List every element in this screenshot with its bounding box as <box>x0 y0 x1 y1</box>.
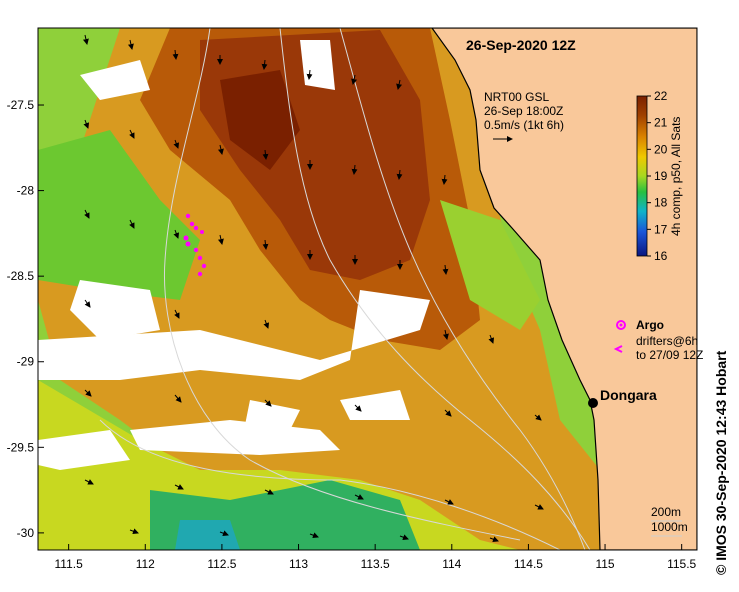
credit-text: © IMOS 30-Sep-2020 12:43 Hobart <box>713 350 729 575</box>
isobath-200m-label: 200m <box>651 505 681 519</box>
colorbar-tick-label: 22 <box>654 89 668 103</box>
colorbar <box>636 95 648 257</box>
land-coast <box>431 28 697 550</box>
argo-label: Argo <box>636 318 664 332</box>
colorbar-tick-label: 17 <box>654 222 668 236</box>
argo-drifter-track <box>183 213 207 277</box>
isobath-1000m-label: 1000m <box>651 520 688 534</box>
drifters-label-1: drifters@6h <box>636 334 698 348</box>
colorbar-tick-label: 19 <box>654 169 668 183</box>
dongara-marker <box>588 398 598 408</box>
y-tick-label: -30 <box>17 526 35 540</box>
x-tick-label: 111.5 <box>55 557 84 571</box>
x-tick-label: 115 <box>595 557 614 571</box>
colorbar-label: 4h comp, p50, All Sats <box>669 117 683 236</box>
current-vectors <box>82 34 544 543</box>
x-axis: 111.5 112 112.5 113 113.5 114 114.5 115 115.5 <box>55 544 697 571</box>
drifter-marker-icon <box>613 345 623 353</box>
colorbar-tick-label: 20 <box>654 142 668 156</box>
plot-frame <box>37 27 698 551</box>
argo-marker-dot <box>619 323 623 327</box>
sst-field <box>38 28 697 550</box>
x-tick-label: 113 <box>289 557 308 571</box>
colorbar-tick-label: 18 <box>654 196 668 210</box>
colorbar-ticks: 22 21 20 19 18 17 16 <box>647 89 668 263</box>
colorbar-tick-label: 21 <box>654 116 668 130</box>
currents-scale: 0.5m/s (1kt 6h) <box>484 118 564 132</box>
y-tick-label: -29.5 <box>7 440 35 454</box>
x-tick-label: 112 <box>136 557 155 571</box>
x-tick-label: 114 <box>442 557 461 571</box>
x-tick-label: 115.5 <box>667 557 696 571</box>
currents-time: 26-Sep 18:00Z <box>484 104 563 118</box>
y-tick-label: -28.5 <box>7 269 35 283</box>
colorbar-tick-label: 16 <box>654 249 668 263</box>
argo-marker-icon <box>616 320 626 330</box>
drifters-label-2: to 27/09 12Z <box>636 348 703 362</box>
y-tick-label: -28 <box>17 184 35 198</box>
x-tick-label: 114.5 <box>514 557 543 571</box>
x-tick-label: 113.5 <box>361 557 390 571</box>
x-tick-label: 112.5 <box>207 557 236 571</box>
currents-product: NRT00 GSL <box>484 90 549 104</box>
isobath-contours <box>99 28 591 550</box>
y-axis: -27.5 -28 -28.5 -29 -29.5 -30 <box>7 98 44 540</box>
y-tick-label: -27.5 <box>7 98 35 112</box>
map-title: 26-Sep-2020 12Z <box>466 37 576 53</box>
dongara-label: Dongara <box>600 387 657 403</box>
y-tick-label: -29 <box>17 355 35 369</box>
